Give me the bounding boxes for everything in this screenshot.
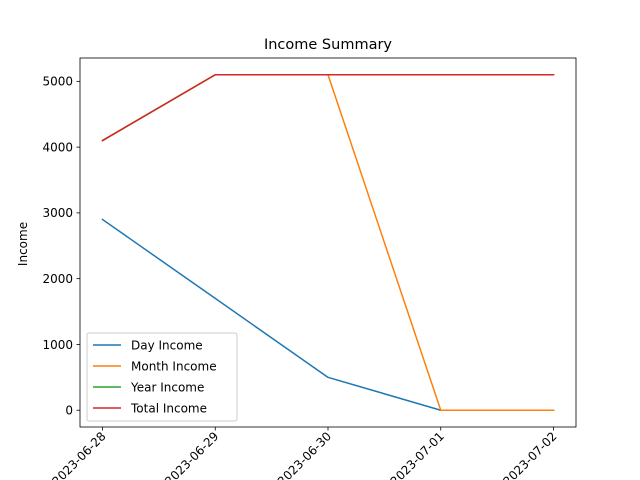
- x-tick-label: 2023-06-28: [49, 429, 108, 480]
- x-axis-ticks: 2023-06-28 2023-06-29 2023-06-30 2023-07-01…: [49, 427, 560, 480]
- x-tick-label: 2023-07-02: [500, 429, 559, 480]
- legend-label: Total Income: [130, 401, 207, 415]
- legend-box: [86, 332, 238, 422]
- legend-label: Year Income: [130, 380, 204, 394]
- legend: Day Income Month Income Year Income Total I…: [86, 332, 238, 422]
- x-tick-label: 2023-06-30: [275, 429, 334, 480]
- legend-label: Day Income: [131, 338, 203, 352]
- chart-title: Income Summary: [264, 37, 392, 53]
- y-axis-label: Income: [16, 222, 30, 266]
- x-tick-label: 2023-06-29: [162, 429, 221, 480]
- series-line-year-income: [101, 74, 555, 142]
- y-axis-ticks: 0 1000 2000 3000 4000 5000: [42, 75, 80, 418]
- y-tick-label: 3000: [42, 206, 73, 220]
- y-tick-label: 5000: [42, 75, 73, 89]
- y-tick-label: 4000: [42, 140, 73, 154]
- y-tick-label: 2000: [42, 272, 73, 286]
- plot-lines: [101, 74, 555, 411]
- y-tick-label: 1000: [42, 338, 73, 352]
- series-line-total-income: [101, 74, 555, 142]
- y-tick-label: 0: [65, 404, 73, 418]
- legend-label: Month Income: [131, 359, 217, 373]
- x-tick-label: 2023-07-01: [388, 429, 447, 480]
